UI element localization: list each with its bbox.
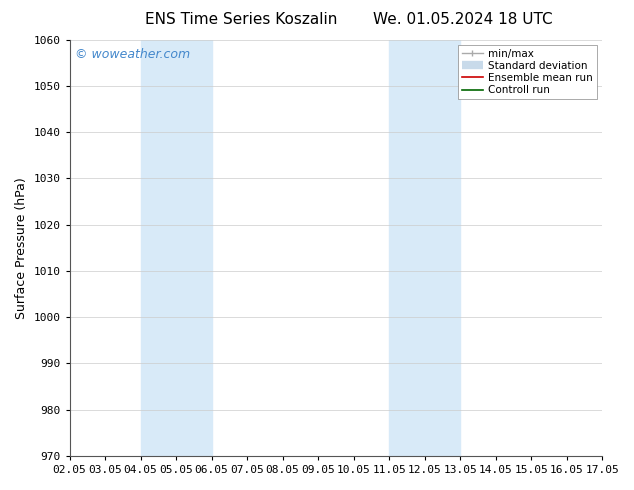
Text: © woweather.com: © woweather.com [75,48,190,61]
Text: We. 01.05.2024 18 UTC: We. 01.05.2024 18 UTC [373,12,553,27]
Bar [389,40,460,456]
Text: ENS Time Series Koszalin: ENS Time Series Koszalin [145,12,337,27]
Y-axis label: Surface Pressure (hPa): Surface Pressure (hPa) [15,177,28,318]
Legend: min/max, Standard deviation, Ensemble mean run, Controll run: min/max, Standard deviation, Ensemble me… [458,45,597,99]
Bar [141,40,212,456]
